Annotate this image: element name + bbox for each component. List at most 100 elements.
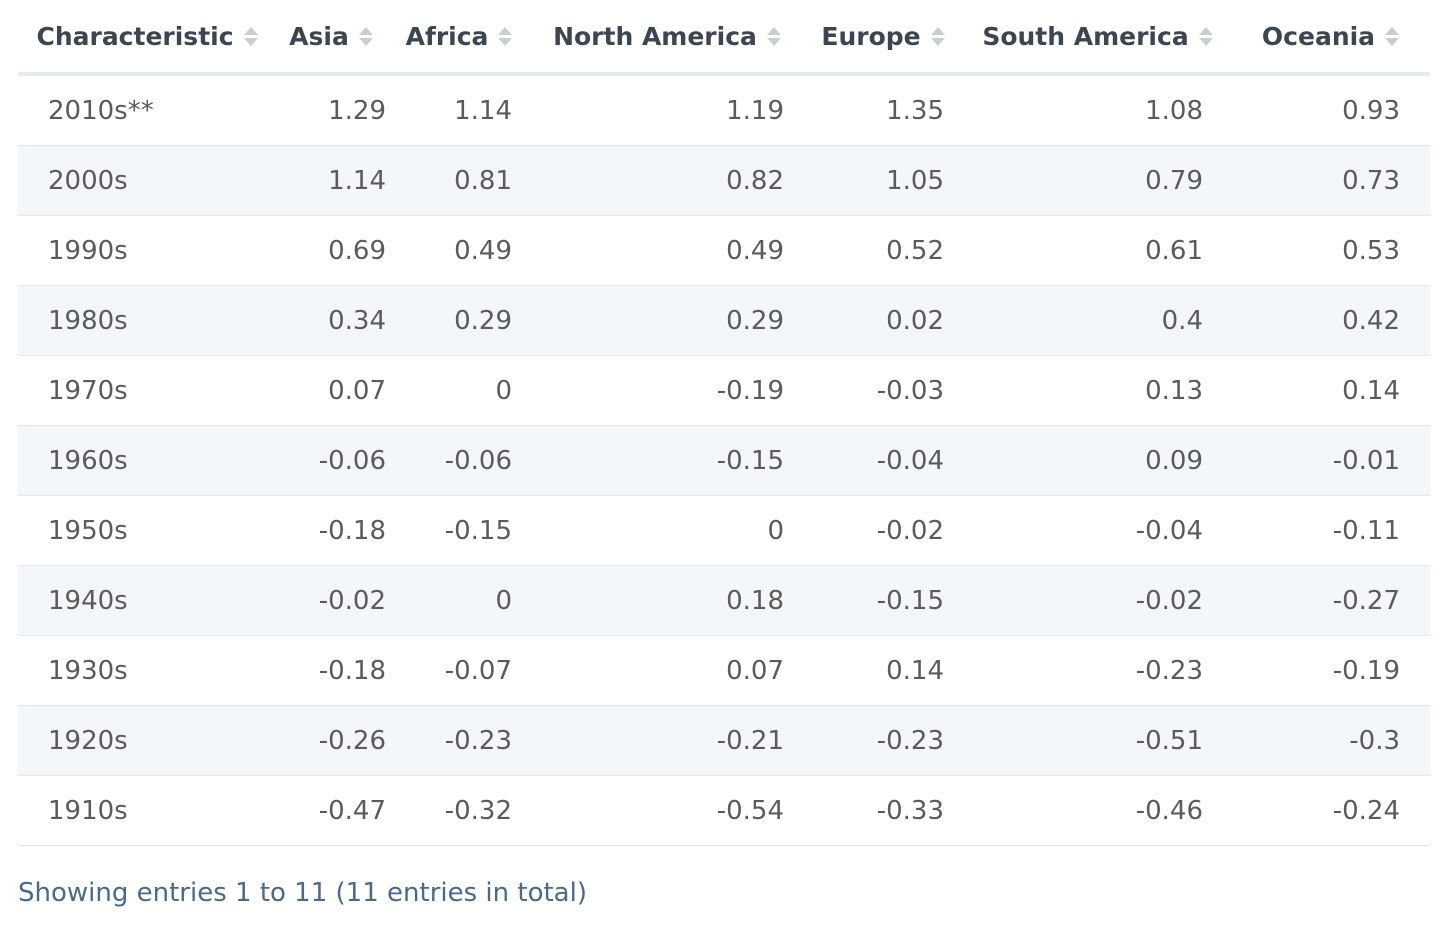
cell-africa: 0 xyxy=(386,355,532,426)
cell-asia: -0.02 xyxy=(276,565,386,636)
table-row: 1920s -0.26 -0.23 -0.21 -0.23 -0.51 -0.3 xyxy=(18,705,1430,776)
cell-africa: 0 xyxy=(386,565,532,636)
cell-africa: 0.49 xyxy=(386,215,532,286)
sort-arrows-icon[interactable] xyxy=(1385,26,1400,46)
table-row: 1970s 0.07 0 -0.19 -0.03 0.13 0.14 xyxy=(18,355,1430,426)
cell-north-america: 0.82 xyxy=(532,145,802,216)
table-row: 2000s 1.14 0.81 0.82 1.05 0.79 0.73 xyxy=(18,145,1430,216)
cell-europe: 0.14 xyxy=(802,635,964,706)
table-row: 1950s -0.18 -0.15 0 -0.02 -0.04 -0.11 xyxy=(18,495,1430,566)
sort-down-icon xyxy=(1385,37,1400,46)
cell-asia: 0.69 xyxy=(276,215,386,286)
sort-arrows-icon[interactable] xyxy=(1198,26,1213,46)
cell-africa: -0.15 xyxy=(386,495,532,566)
sort-down-icon xyxy=(766,37,781,46)
column-header-label: Europe xyxy=(821,21,921,51)
cell-oceania: 0.93 xyxy=(1231,74,1430,146)
data-table: Characteristic Asia Africa North America Eur… xyxy=(18,0,1430,846)
cell-oceania: 0.14 xyxy=(1231,355,1430,426)
cell-south-america: -0.23 xyxy=(964,635,1231,706)
sort-up-icon xyxy=(243,26,258,35)
sort-arrows-icon[interactable] xyxy=(358,26,373,46)
cell-europe: -0.04 xyxy=(802,425,964,496)
column-header-content: North America xyxy=(553,22,781,51)
cell-asia: 0.34 xyxy=(276,285,386,356)
column-header-label: South America xyxy=(982,21,1189,51)
cell-europe: -0.33 xyxy=(802,775,964,846)
column-header-north-america[interactable]: North America xyxy=(532,0,802,76)
cell-asia: -0.18 xyxy=(276,495,386,566)
row-label: 1930s xyxy=(18,635,276,706)
cell-europe: -0.23 xyxy=(802,705,964,776)
cell-asia: 1.14 xyxy=(276,145,386,216)
sort-up-icon xyxy=(1198,26,1213,35)
column-header-africa[interactable]: Africa xyxy=(386,0,532,76)
table-row: 1980s 0.34 0.29 0.29 0.02 0.4 0.42 xyxy=(18,285,1430,356)
cell-oceania: 0.53 xyxy=(1231,215,1430,286)
table-row: 1990s 0.69 0.49 0.49 0.52 0.61 0.53 xyxy=(18,215,1430,286)
cell-europe: 1.35 xyxy=(802,74,964,146)
table-row: 1910s -0.47 -0.32 -0.54 -0.33 -0.46 -0.24 xyxy=(18,775,1430,846)
sort-arrows-icon[interactable] xyxy=(498,26,513,46)
sort-down-icon xyxy=(358,37,373,46)
cell-oceania: -0.3 xyxy=(1231,705,1430,776)
cell-oceania: -0.11 xyxy=(1231,495,1430,566)
cell-africa: 0.29 xyxy=(386,285,532,356)
column-header-content: Africa xyxy=(406,22,513,51)
row-label: 1950s xyxy=(18,495,276,566)
cell-oceania: -0.19 xyxy=(1231,635,1430,706)
cell-oceania: -0.27 xyxy=(1231,565,1430,636)
sort-arrows-icon[interactable] xyxy=(766,26,781,46)
sort-down-icon xyxy=(498,37,513,46)
cell-north-america: -0.54 xyxy=(532,775,802,846)
column-header-oceania[interactable]: Oceania xyxy=(1231,0,1430,76)
cell-south-america: 0.4 xyxy=(964,285,1231,356)
sort-up-icon xyxy=(1385,26,1400,35)
cell-africa: -0.06 xyxy=(386,425,532,496)
sort-up-icon xyxy=(498,26,513,35)
cell-north-america: 1.19 xyxy=(532,74,802,146)
sort-arrows-icon[interactable] xyxy=(930,26,945,46)
cell-north-america: -0.19 xyxy=(532,355,802,426)
column-header-characteristic[interactable]: Characteristic xyxy=(18,0,276,76)
sort-down-icon xyxy=(1198,37,1213,46)
row-label: 1980s xyxy=(18,285,276,356)
cell-north-america: 0.07 xyxy=(532,635,802,706)
sort-down-icon xyxy=(930,37,945,46)
table-row: 1960s -0.06 -0.06 -0.15 -0.04 0.09 -0.01 xyxy=(18,425,1430,496)
cell-asia: -0.18 xyxy=(276,635,386,706)
row-label: 2010s** xyxy=(18,74,276,146)
cell-south-america: -0.46 xyxy=(964,775,1231,846)
column-header-europe[interactable]: Europe xyxy=(802,0,964,76)
cell-north-america: -0.21 xyxy=(532,705,802,776)
cell-south-america: -0.04 xyxy=(964,495,1231,566)
cell-asia: 0.07 xyxy=(276,355,386,426)
column-header-label: North America xyxy=(553,21,757,51)
table-row: 2010s** 1.29 1.14 1.19 1.35 1.08 0.93 xyxy=(18,74,1430,146)
cell-europe: 0.02 xyxy=(802,285,964,356)
column-header-content: Oceania xyxy=(1262,22,1400,51)
column-header-content: Europe xyxy=(821,21,945,51)
cell-africa: -0.23 xyxy=(386,705,532,776)
cell-africa: 0.81 xyxy=(386,145,532,216)
cell-asia: 1.29 xyxy=(276,74,386,146)
row-label: 1990s xyxy=(18,215,276,286)
cell-north-america: 0.18 xyxy=(532,565,802,636)
column-header-south-america[interactable]: South America xyxy=(964,0,1231,76)
sort-arrows-icon[interactable] xyxy=(243,26,258,46)
cell-south-america: -0.51 xyxy=(964,705,1231,776)
sort-down-icon xyxy=(243,37,258,46)
table-body: 2010s** 1.29 1.14 1.19 1.35 1.08 0.93 2000s 1.14… xyxy=(18,74,1430,846)
table-row: 1930s -0.18 -0.07 0.07 0.14 -0.23 -0.19 xyxy=(18,635,1430,706)
column-header-asia[interactable]: Asia xyxy=(276,0,386,76)
row-label: 1960s xyxy=(18,425,276,496)
sort-up-icon xyxy=(930,26,945,35)
cell-asia: -0.26 xyxy=(276,705,386,776)
cell-europe: -0.03 xyxy=(802,355,964,426)
entries-summary: Showing entries 1 to 11 (11 entries in t… xyxy=(18,878,587,908)
cell-europe: 0.52 xyxy=(802,215,964,286)
cell-europe: -0.15 xyxy=(802,565,964,636)
cell-oceania: -0.01 xyxy=(1231,425,1430,496)
data-table-container: Characteristic Asia Africa North America Eur… xyxy=(18,0,1430,846)
cell-oceania: -0.24 xyxy=(1231,775,1430,846)
